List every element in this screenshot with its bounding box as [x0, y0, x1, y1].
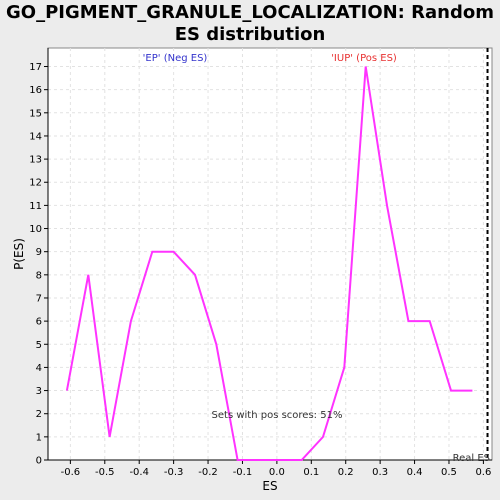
- y-tick-label: 12: [29, 178, 42, 189]
- y-axis-label: P(ES): [12, 238, 26, 270]
- sets-pos-scores-text: Sets with pos scores: 51%: [212, 410, 343, 421]
- x-tick-label: -0.1: [233, 467, 253, 478]
- y-tick-label: 15: [29, 108, 42, 119]
- y-tick-label: 4: [36, 363, 42, 374]
- y-tick-label: 10: [29, 224, 42, 235]
- y-tick-label: 2: [36, 409, 42, 420]
- y-tick-label: 17: [29, 62, 42, 73]
- y-tick-label: 0: [36, 456, 42, 467]
- x-axis: -0.6 -0.5 -0.4 -0.3 -0.2 -0.1 0.0 0.1 0.2 0.3 0.4 0…: [48, 459, 492, 478]
- y-tick-label: 11: [29, 201, 42, 212]
- pos-es-label: 'IUP' (Pos ES): [331, 53, 397, 64]
- plot-area: [47, 47, 493, 461]
- y-tick-label: 1: [36, 432, 42, 443]
- distribution-line: [65, 66, 473, 461]
- y-tick-label: 16: [29, 85, 42, 96]
- x-tick-label: -0.4: [129, 467, 149, 478]
- x-tick-label: 0.4: [407, 467, 423, 478]
- x-axis-label: ES: [262, 479, 277, 493]
- x-tick-label: 0.3: [372, 467, 388, 478]
- y-tick-label: 9: [36, 247, 42, 258]
- x-tick-label: 0.6: [475, 467, 491, 478]
- x-tick-label: 0.0: [269, 467, 285, 478]
- x-tick-label: 0.5: [441, 467, 457, 478]
- x-tick-label: -0.5: [95, 467, 115, 478]
- y-tick-label: 14: [29, 131, 42, 142]
- x-tick-label: -0.6: [61, 467, 81, 478]
- real-es-label: Real ES: [453, 453, 490, 464]
- neg-es-label: 'EP' (Neg ES): [143, 53, 208, 64]
- chart-title: GO_PIGMENT_GRANULE_LOCALIZATION: Random …: [6, 2, 494, 45]
- y-tick-label: 6: [36, 317, 42, 328]
- y-tick-label: 3: [36, 386, 42, 397]
- x-tick-label: -0.2: [198, 467, 218, 478]
- y-tick-label: 5: [36, 340, 42, 351]
- y-tick-label: 7: [36, 293, 42, 304]
- y-tick-label: 13: [29, 155, 42, 166]
- grid-lines: [48, 48, 492, 461]
- x-tick-label: 0.1: [303, 467, 319, 478]
- y-tick-label: 8: [36, 270, 42, 281]
- x-tick-label: 0.2: [338, 467, 354, 478]
- x-tick-label: -0.3: [164, 467, 184, 478]
